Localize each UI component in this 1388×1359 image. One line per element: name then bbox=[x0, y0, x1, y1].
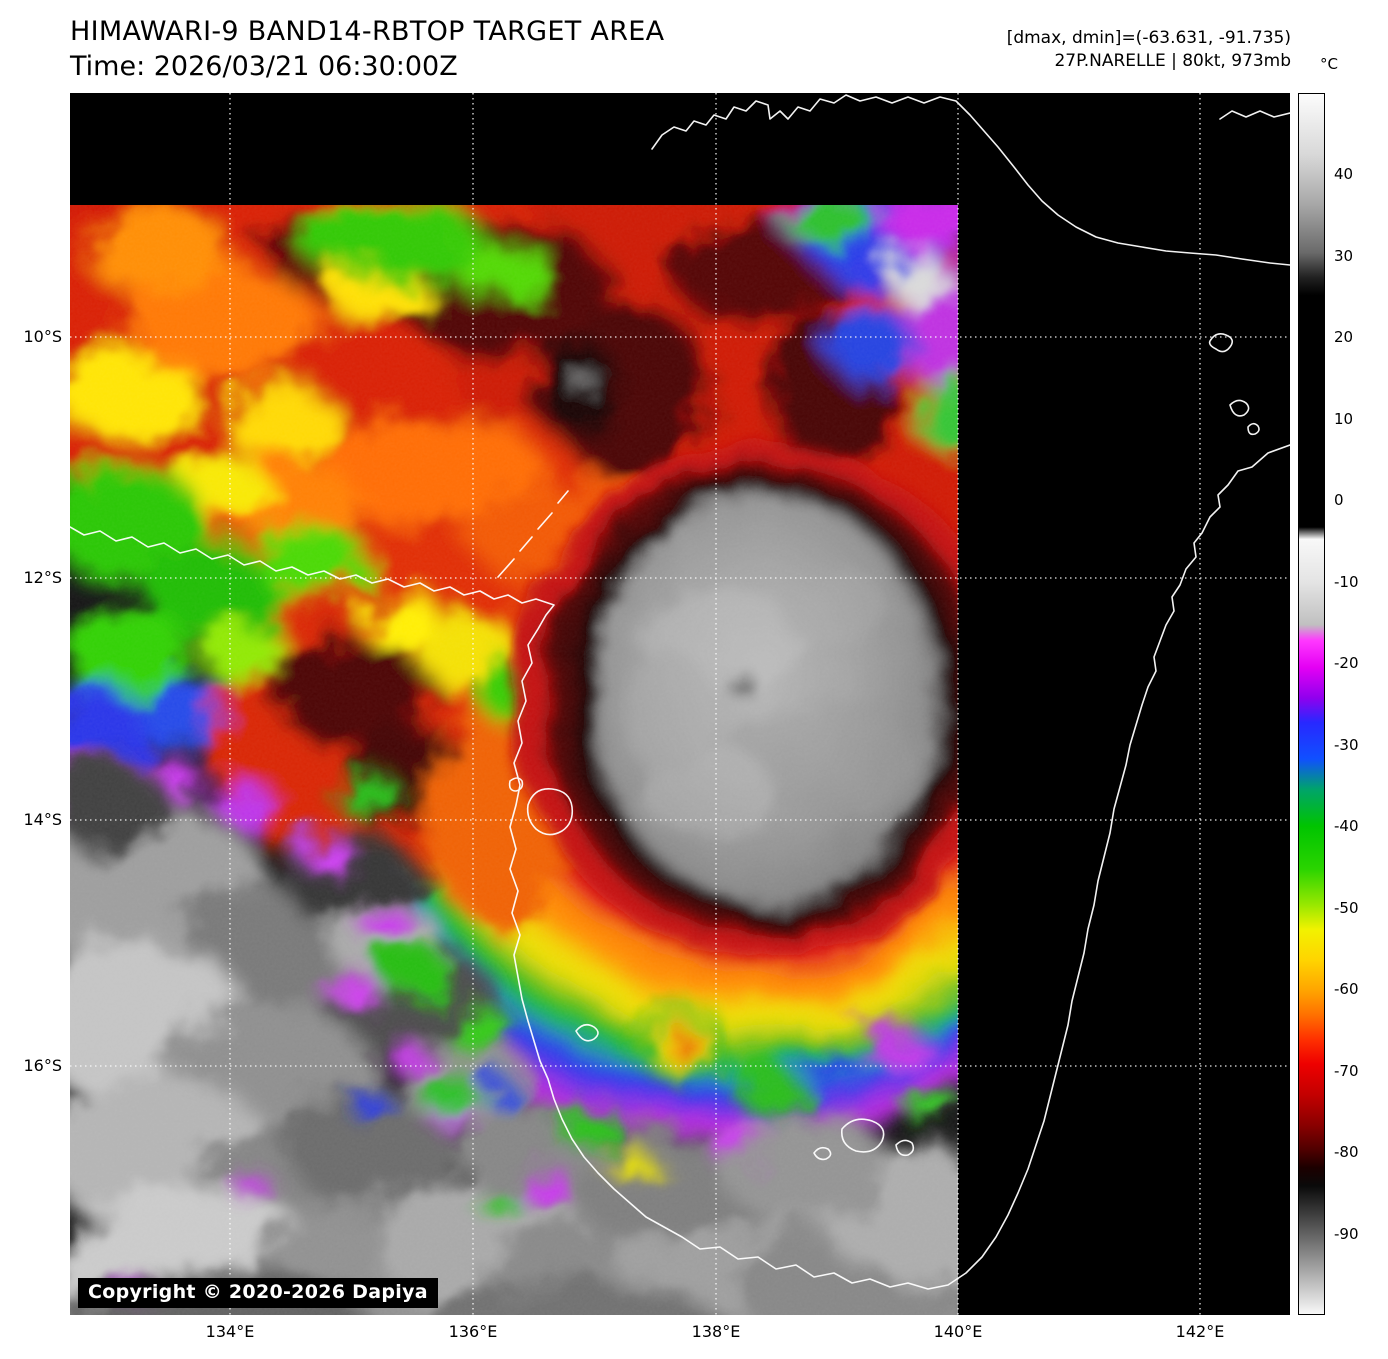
colorbar-tick-label: -50 bbox=[1334, 899, 1359, 917]
dmax-dmin-readout: [dmax, dmin]=(-63.631, -91.735) bbox=[1006, 28, 1291, 48]
y-axis-tick: 14°S bbox=[23, 810, 62, 829]
colorbar-tick-label: -30 bbox=[1334, 736, 1359, 754]
target-area bbox=[70, 205, 958, 1315]
colorbar-tick-label: -20 bbox=[1334, 654, 1359, 672]
copyright-badge: Copyright © 2020-2026 Dapiya bbox=[78, 1278, 438, 1308]
annotation-block: [dmax, dmin]=(-63.631, -91.735) 27P.NARE… bbox=[1007, 27, 1291, 73]
x-axis-tick: 134°E bbox=[205, 1322, 255, 1341]
y-axis-tick: 16°S bbox=[23, 1056, 62, 1075]
colorbar-tick-label: -60 bbox=[1334, 980, 1359, 998]
coastline-pellew-islands bbox=[575, 1023, 599, 1042]
colorbar-tick-label: 30 bbox=[1334, 247, 1354, 265]
x-axis-tick: 142°E bbox=[1175, 1322, 1225, 1341]
colorbar-gradient bbox=[1298, 93, 1325, 1315]
coastline-islands-ne bbox=[1219, 110, 1290, 120]
coastline-groote-eylandt bbox=[526, 788, 574, 836]
colorbar-tick-label: -70 bbox=[1334, 1062, 1359, 1080]
storm-info: 27P.NARELLE | 80kt, 973mb bbox=[1054, 51, 1291, 71]
colorbar-tick-label: -90 bbox=[1334, 1225, 1359, 1243]
satellite-map: Copyright © 2020-2026 Dapiya bbox=[70, 93, 1290, 1315]
coastline-bickerton bbox=[508, 777, 524, 792]
colorbar-tick-label: 40 bbox=[1334, 165, 1354, 183]
colorbar-tick-label: 20 bbox=[1334, 328, 1354, 346]
colorbar-tick-label: 10 bbox=[1334, 410, 1354, 428]
satellite-image bbox=[70, 93, 1290, 1315]
y-axis-tick: 12°S bbox=[23, 568, 62, 587]
coastline-new-guinea bbox=[651, 94, 1290, 266]
colorbar-tick-label: -40 bbox=[1334, 817, 1359, 835]
y-axis-tick: 10°S bbox=[23, 327, 62, 346]
x-axis-tick: 136°E bbox=[448, 1322, 498, 1341]
coastlines bbox=[70, 94, 1290, 1290]
page-title: HIMAWARI-9 BAND14-RBTOP TARGET AREA bbox=[70, 16, 665, 47]
colorbar-unit: °C bbox=[1320, 55, 1338, 73]
colorbar-tick-label: -10 bbox=[1334, 573, 1359, 591]
coastline-australia bbox=[70, 444, 1290, 1290]
coastline-mornington-islands bbox=[813, 1118, 915, 1161]
coastline-torres-islands bbox=[1208, 333, 1260, 436]
colorbar-tick-label: -80 bbox=[1334, 1143, 1359, 1161]
grid-lines bbox=[70, 93, 1290, 1315]
x-axis-tick: 138°E bbox=[691, 1322, 741, 1341]
product-time: Time: 2026/03/21 06:30:00Z bbox=[70, 51, 458, 82]
colorbar-tick-label: 0 bbox=[1334, 491, 1344, 509]
coastline-wessel-islands bbox=[497, 490, 569, 578]
x-axis-tick: 140°E bbox=[933, 1322, 983, 1341]
